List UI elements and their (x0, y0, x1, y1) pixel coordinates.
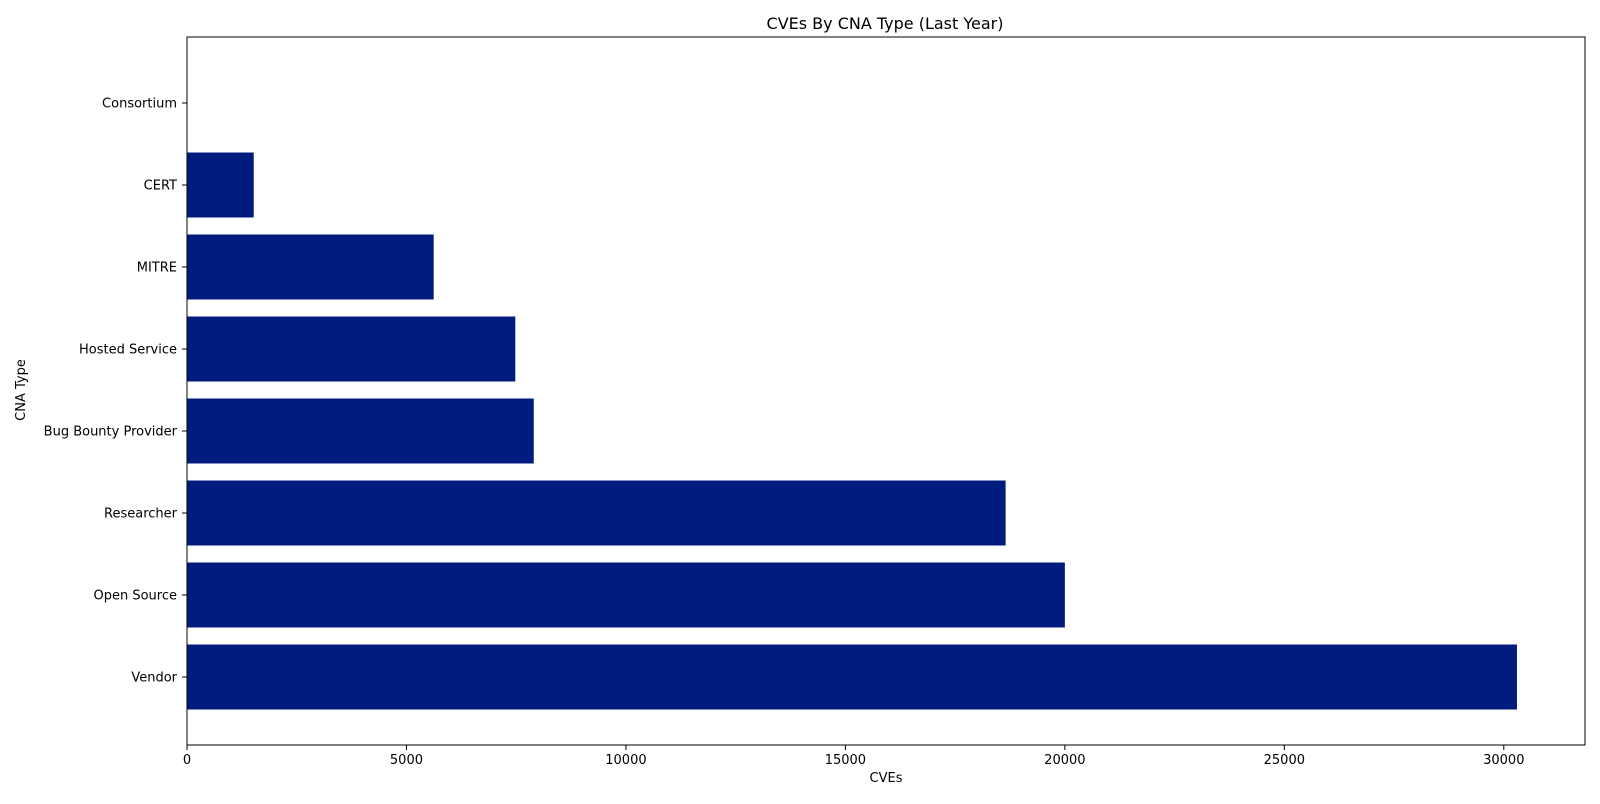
x-tick-label: 0 (183, 753, 191, 768)
y-tick-label: Consortium (102, 97, 177, 112)
bar-mitre (187, 234, 434, 300)
y-tick-label: Open Source (93, 589, 177, 604)
x-tick-label: 20000 (1044, 753, 1085, 768)
x-tick-label: 15000 (825, 753, 866, 768)
x-tick-label: 5000 (390, 753, 423, 768)
plot-frame (186, 36, 1586, 746)
y-tick-label: Researcher (104, 507, 178, 522)
chart-title: CVEs By CNA Type (Last Year) (767, 14, 1004, 33)
x-tick-label: 10000 (605, 753, 646, 768)
bar-researcher (187, 480, 1006, 546)
y-tick-label: Vendor (131, 671, 177, 686)
bar-cert (187, 152, 254, 218)
y-tick-label: Hosted Service (79, 343, 177, 358)
bars (187, 152, 1517, 710)
y-axis-label: CNA Type (14, 359, 29, 421)
bar-bug-bounty-provider (187, 398, 534, 464)
y-tick-label: CERT (144, 179, 177, 194)
bar-vendor (187, 644, 1517, 710)
x-axis-label: CVEs (870, 771, 903, 786)
x-axis-ticks: 0 5000 10000 15000 20000 25000 30000 (183, 745, 1524, 768)
bar-hosted-service (187, 316, 516, 382)
y-axis-ticks: Vendor Open Source Researcher Bug Bounty Pr… (44, 97, 187, 686)
bar-open-source (187, 562, 1065, 628)
x-tick-label: 30000 (1483, 753, 1524, 768)
y-tick-label: MITRE (137, 261, 177, 276)
y-tick-label: Bug Bounty Provider (44, 425, 178, 440)
x-tick-label: 25000 (1264, 753, 1305, 768)
